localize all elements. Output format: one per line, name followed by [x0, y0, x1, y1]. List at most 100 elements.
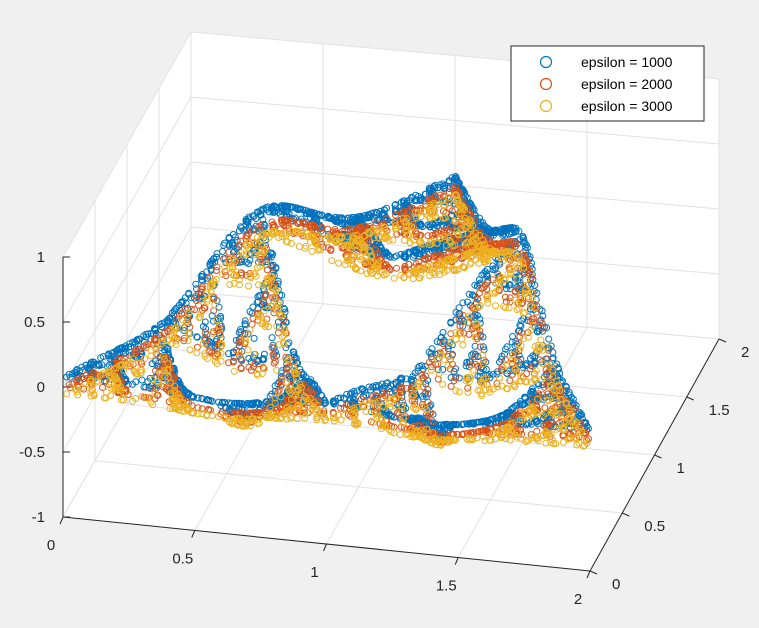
data-point [198, 306, 206, 314]
data-point [354, 419, 362, 427]
data-point [508, 359, 516, 367]
data-point [208, 412, 216, 420]
data-point [410, 391, 418, 399]
grid-line [62, 226, 192, 453]
data-point [520, 335, 528, 342]
data-point [241, 317, 249, 325]
data-point [492, 226, 499, 234]
data-point [268, 334, 276, 342]
data-point [90, 391, 98, 399]
data-point [403, 215, 411, 223]
data-point [408, 393, 416, 401]
data-point [306, 223, 314, 231]
data-point [473, 434, 481, 442]
data-point [367, 210, 375, 218]
data-point [442, 241, 450, 249]
data-point [505, 281, 513, 289]
data-point [520, 309, 527, 317]
data-point [510, 431, 518, 439]
data-point [253, 264, 261, 272]
data-point [328, 257, 336, 265]
data-point [135, 359, 142, 367]
data-point [569, 406, 577, 414]
data-point [280, 222, 288, 229]
data-point [517, 372, 525, 380]
data-point [452, 374, 459, 382]
data-point [170, 397, 178, 405]
data-point [213, 345, 221, 353]
data-point [447, 330, 455, 338]
data-point [468, 304, 476, 312]
data-point [534, 395, 542, 403]
data-point [296, 205, 304, 213]
data-point [259, 281, 267, 289]
data-point [173, 405, 180, 413]
data-point [429, 256, 437, 264]
data-point [392, 211, 399, 219]
data-point [558, 395, 566, 403]
data-point [250, 251, 258, 259]
data-point [542, 409, 550, 417]
data-point [436, 234, 444, 242]
data-point [236, 351, 243, 359]
data-point [241, 330, 249, 338]
data-point [184, 337, 192, 345]
data-point [275, 234, 283, 241]
data-point [246, 326, 254, 334]
y-tick-mark [686, 396, 694, 401]
data-point [283, 365, 291, 373]
data-point [262, 260, 270, 268]
data-point [513, 424, 521, 432]
data-point [274, 388, 282, 396]
data-point [522, 438, 530, 446]
data-point [480, 356, 488, 364]
data-point [428, 221, 436, 229]
data-point [468, 351, 476, 359]
data-point [269, 207, 277, 215]
data-point [392, 380, 400, 388]
data-point [232, 399, 239, 407]
data-point [502, 356, 509, 364]
data-point [383, 204, 391, 212]
data-point [290, 348, 298, 356]
data-point [540, 412, 547, 420]
data-point [539, 324, 547, 332]
data-point [318, 224, 326, 232]
data-point [225, 248, 233, 256]
data-point [89, 361, 97, 369]
data-point [285, 386, 293, 394]
data-point [499, 275, 507, 283]
data-point [198, 283, 206, 291]
data-point [477, 343, 484, 351]
data-point [363, 270, 371, 278]
data-point [570, 416, 578, 424]
data-point [446, 237, 453, 244]
data-point [359, 402, 367, 410]
data-point [198, 410, 206, 418]
data-point [503, 409, 511, 417]
data-point [228, 399, 236, 407]
data-point [87, 359, 95, 366]
data-point [360, 257, 368, 265]
data-point [344, 252, 352, 260]
data-point [471, 304, 479, 312]
data-point [294, 401, 302, 409]
data-point [206, 262, 214, 269]
data-point [288, 239, 295, 247]
data-point [133, 347, 141, 355]
data-point [270, 354, 278, 361]
data-point [505, 256, 513, 264]
data-point [256, 255, 264, 263]
data-point [446, 365, 454, 373]
data-point [392, 201, 399, 208]
data-point [543, 343, 551, 351]
data-point [523, 244, 531, 252]
data-point [518, 317, 525, 325]
data-point [451, 217, 459, 225]
data-point [423, 436, 431, 444]
data-point [99, 384, 106, 391]
data-point [140, 342, 148, 350]
data-point [275, 386, 283, 394]
data-point [547, 360, 555, 368]
data-point [497, 243, 505, 251]
